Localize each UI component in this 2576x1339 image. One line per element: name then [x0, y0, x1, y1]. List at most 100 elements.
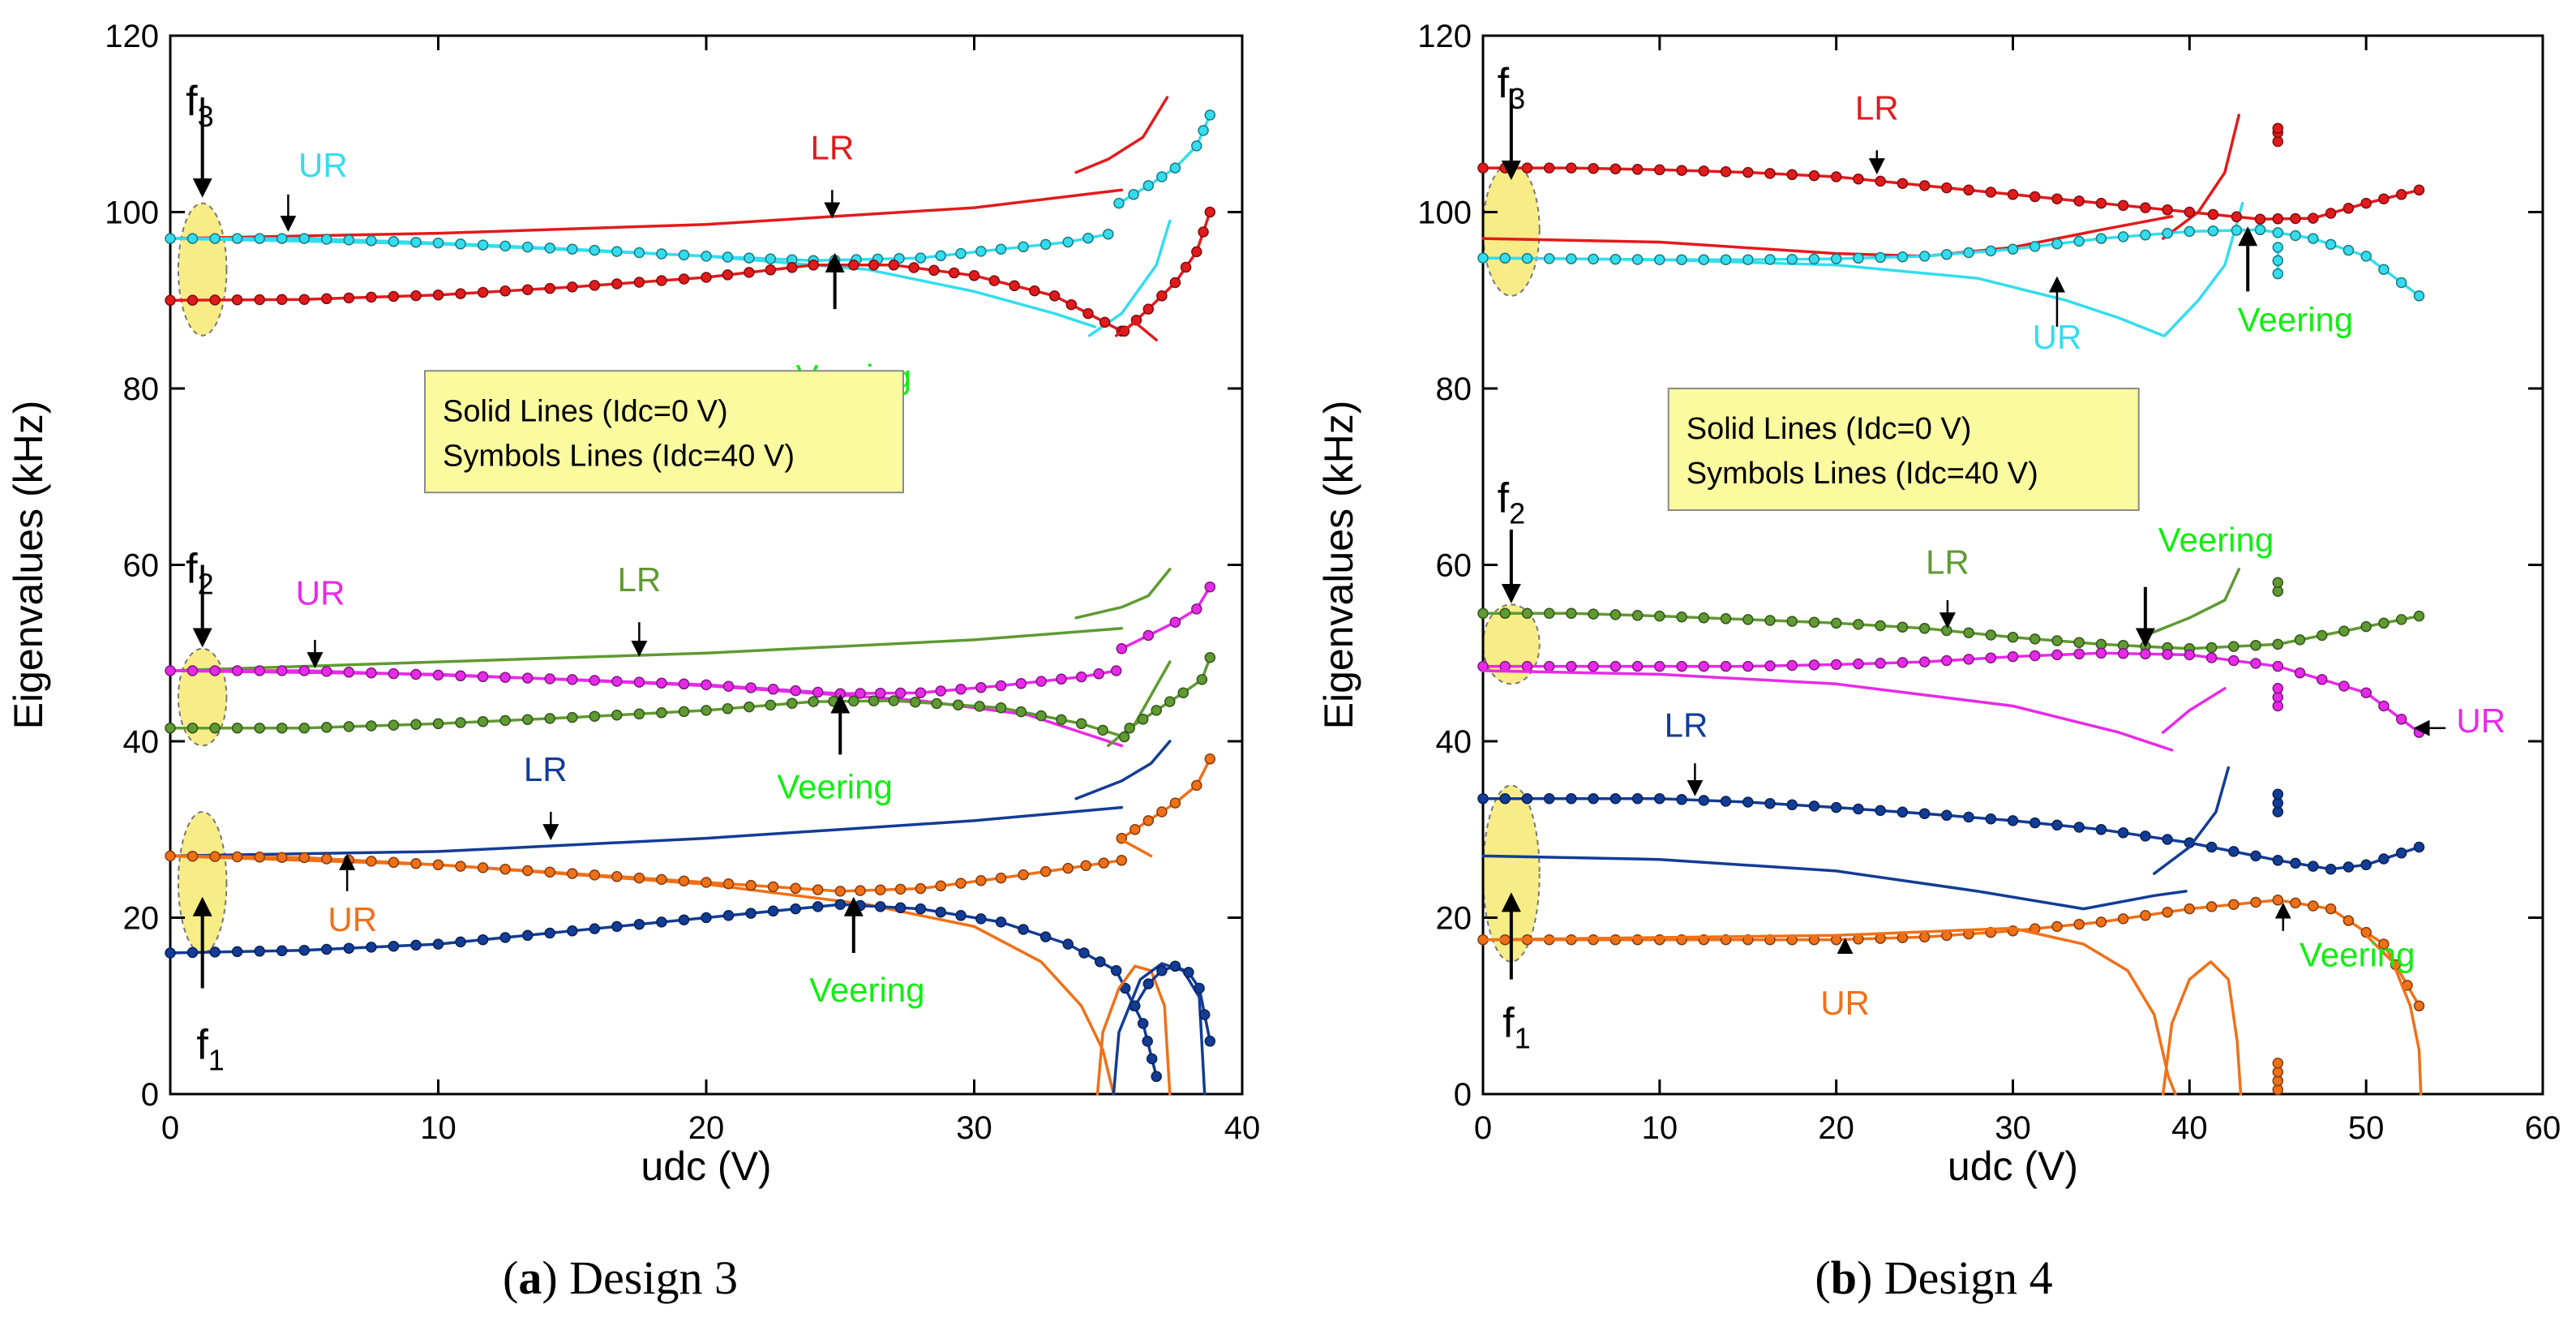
data-point [2342, 244, 2355, 256]
data-point [388, 667, 400, 680]
data-point [2228, 899, 2240, 910]
data-point [2073, 918, 2085, 930]
annotation-label-11: UR [328, 900, 377, 938]
data-point [432, 669, 444, 681]
data-point [1609, 609, 1622, 620]
data-point [410, 719, 422, 730]
data-point [343, 292, 355, 304]
data-point [1110, 965, 1122, 976]
data-point [1015, 706, 1027, 718]
caption-text: Design 3 [569, 1251, 738, 1304]
data-point [1078, 947, 1090, 959]
data-point [2272, 255, 2284, 267]
series-line-12 [1481, 669, 2174, 752]
data-point [366, 942, 377, 953]
data-point [1676, 794, 1687, 805]
data-point [848, 260, 859, 271]
data-point [1918, 623, 1931, 634]
data-point [2073, 648, 2085, 660]
data-point [2360, 687, 2372, 698]
data-point [521, 865, 534, 877]
data-point [544, 673, 555, 685]
data-point [701, 251, 712, 262]
data-point [455, 670, 466, 682]
data-point [499, 240, 511, 252]
data-point [1039, 931, 1052, 942]
data-point [875, 901, 886, 912]
data-point [2290, 230, 2301, 242]
data-point [1875, 251, 1886, 264]
data-point [2140, 202, 2151, 213]
data-point [1198, 1009, 1211, 1020]
data-point [2231, 211, 2243, 223]
data-point [1897, 657, 1909, 668]
y-tick-label: 100 [1417, 195, 1472, 231]
data-point [2073, 822, 2085, 833]
data-point [1099, 316, 1111, 328]
data-point [1698, 660, 1710, 672]
data-point [744, 267, 755, 278]
series-line-1 [1481, 215, 2174, 258]
data-point [975, 913, 987, 925]
data-point [888, 695, 900, 706]
data-point [1853, 252, 1864, 264]
data-point [1204, 109, 1216, 121]
data-point [855, 885, 866, 896]
data-point [1566, 253, 1577, 264]
data-point [1142, 629, 1155, 642]
data-point [848, 695, 859, 707]
data-point [2140, 910, 2151, 921]
data-point [589, 710, 601, 722]
data-point [1129, 1000, 1141, 1012]
y-tick-label: 80 [123, 371, 160, 407]
data-point [678, 875, 690, 886]
data-point [2272, 268, 2284, 280]
data-point [935, 880, 946, 892]
data-point [2162, 906, 2173, 918]
data-point [1830, 659, 1842, 671]
data-point [1156, 965, 1168, 976]
data-point [410, 939, 422, 951]
data-point [2272, 660, 2284, 672]
data-point [678, 273, 690, 285]
data-point [2162, 227, 2173, 239]
x-tick-label: 50 [2348, 1110, 2385, 1146]
data-point [1985, 652, 1997, 663]
data-point [2272, 1058, 2284, 1069]
data-point [2207, 225, 2219, 237]
data-point [1720, 254, 1732, 265]
data-point [1116, 855, 1128, 866]
data-point [868, 695, 880, 706]
mode-ellipse-1 [1482, 162, 1541, 297]
data-point [1985, 629, 1997, 641]
data-point [1698, 254, 1710, 265]
data-point [1191, 603, 1202, 615]
data-point [1698, 612, 1710, 624]
data-point [1039, 238, 1052, 251]
data-point [2205, 652, 2218, 663]
data-point [1194, 982, 1205, 994]
data-point [1676, 611, 1687, 623]
data-point [1963, 811, 1974, 823]
data-point [2140, 648, 2151, 660]
data-point [2338, 625, 2350, 637]
data-point [2290, 897, 2301, 909]
data-point [633, 708, 645, 720]
caption-paren-close: ) [1857, 1251, 1884, 1304]
data-point [1897, 178, 1909, 189]
data-point [2360, 197, 2372, 209]
data-point [2395, 714, 2407, 725]
data-point [1566, 162, 1577, 174]
series-line-13 [2161, 687, 2227, 734]
data-point [787, 262, 798, 273]
data-point [1169, 960, 1181, 972]
data-point [343, 234, 355, 246]
data-point [521, 929, 534, 942]
data-point [1786, 253, 1798, 265]
label-subscript: 1 [1515, 1021, 1531, 1054]
data-point [499, 863, 511, 875]
data-point [1056, 673, 1067, 685]
data-point [1808, 800, 1820, 812]
data-point [589, 869, 601, 881]
data-point [935, 250, 946, 262]
